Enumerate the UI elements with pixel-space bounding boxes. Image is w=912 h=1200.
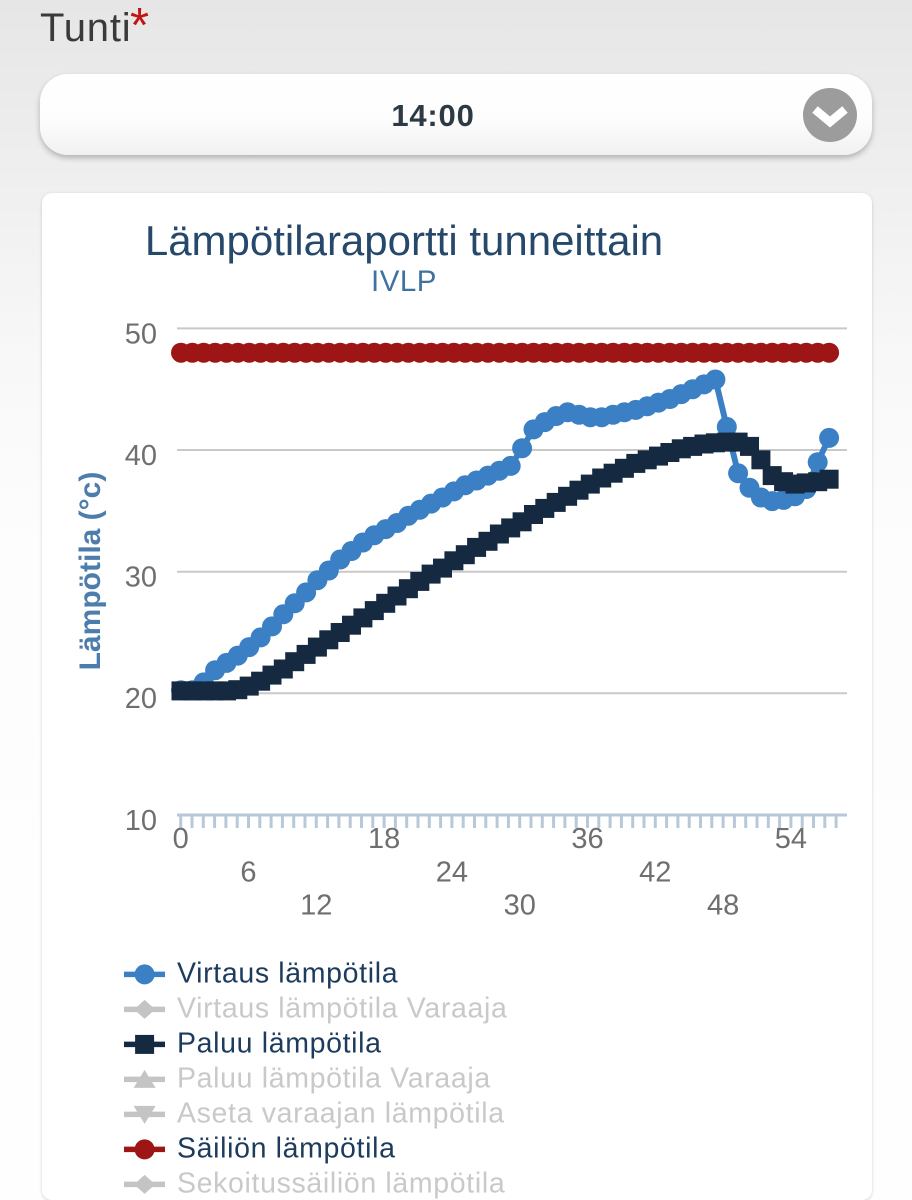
svg-text:0: 0 — [173, 823, 189, 855]
svg-text:24: 24 — [436, 857, 468, 889]
svg-text:48: 48 — [707, 890, 739, 922]
svg-text:Paluu lämpötila Varaaja: Paluu lämpötila Varaaja — [177, 1062, 491, 1094]
svg-text:18: 18 — [368, 823, 400, 855]
svg-text:Aseta varaajan lämpötila: Aseta varaajan lämpötila — [177, 1097, 505, 1129]
svg-text:20: 20 — [125, 683, 157, 715]
svg-text:Säiliön lämpötila: Säiliön lämpötila — [177, 1132, 396, 1164]
svg-text:40: 40 — [125, 440, 157, 472]
svg-text:42: 42 — [639, 857, 671, 889]
svg-text:12: 12 — [300, 890, 332, 922]
svg-text:6: 6 — [240, 857, 256, 889]
svg-text:54: 54 — [775, 823, 807, 855]
svg-text:Virtaus lämpötila: Virtaus lämpötila — [177, 957, 398, 989]
svg-text:Lämpötila (°c): Lämpötila (°c) — [74, 472, 107, 671]
svg-text:30: 30 — [125, 562, 157, 594]
svg-text:Sekoitussäiliön lämpötila: Sekoitussäiliön lämpötila — [177, 1167, 505, 1199]
svg-text:Virtaus lämpötila Varaaja: Virtaus lämpötila Varaaja — [177, 992, 507, 1024]
svg-text:30: 30 — [504, 890, 536, 922]
svg-text:10: 10 — [125, 805, 157, 837]
svg-text:Paluu lämpötila: Paluu lämpötila — [177, 1027, 382, 1059]
svg-text:36: 36 — [571, 823, 603, 855]
svg-text:50: 50 — [125, 318, 157, 350]
